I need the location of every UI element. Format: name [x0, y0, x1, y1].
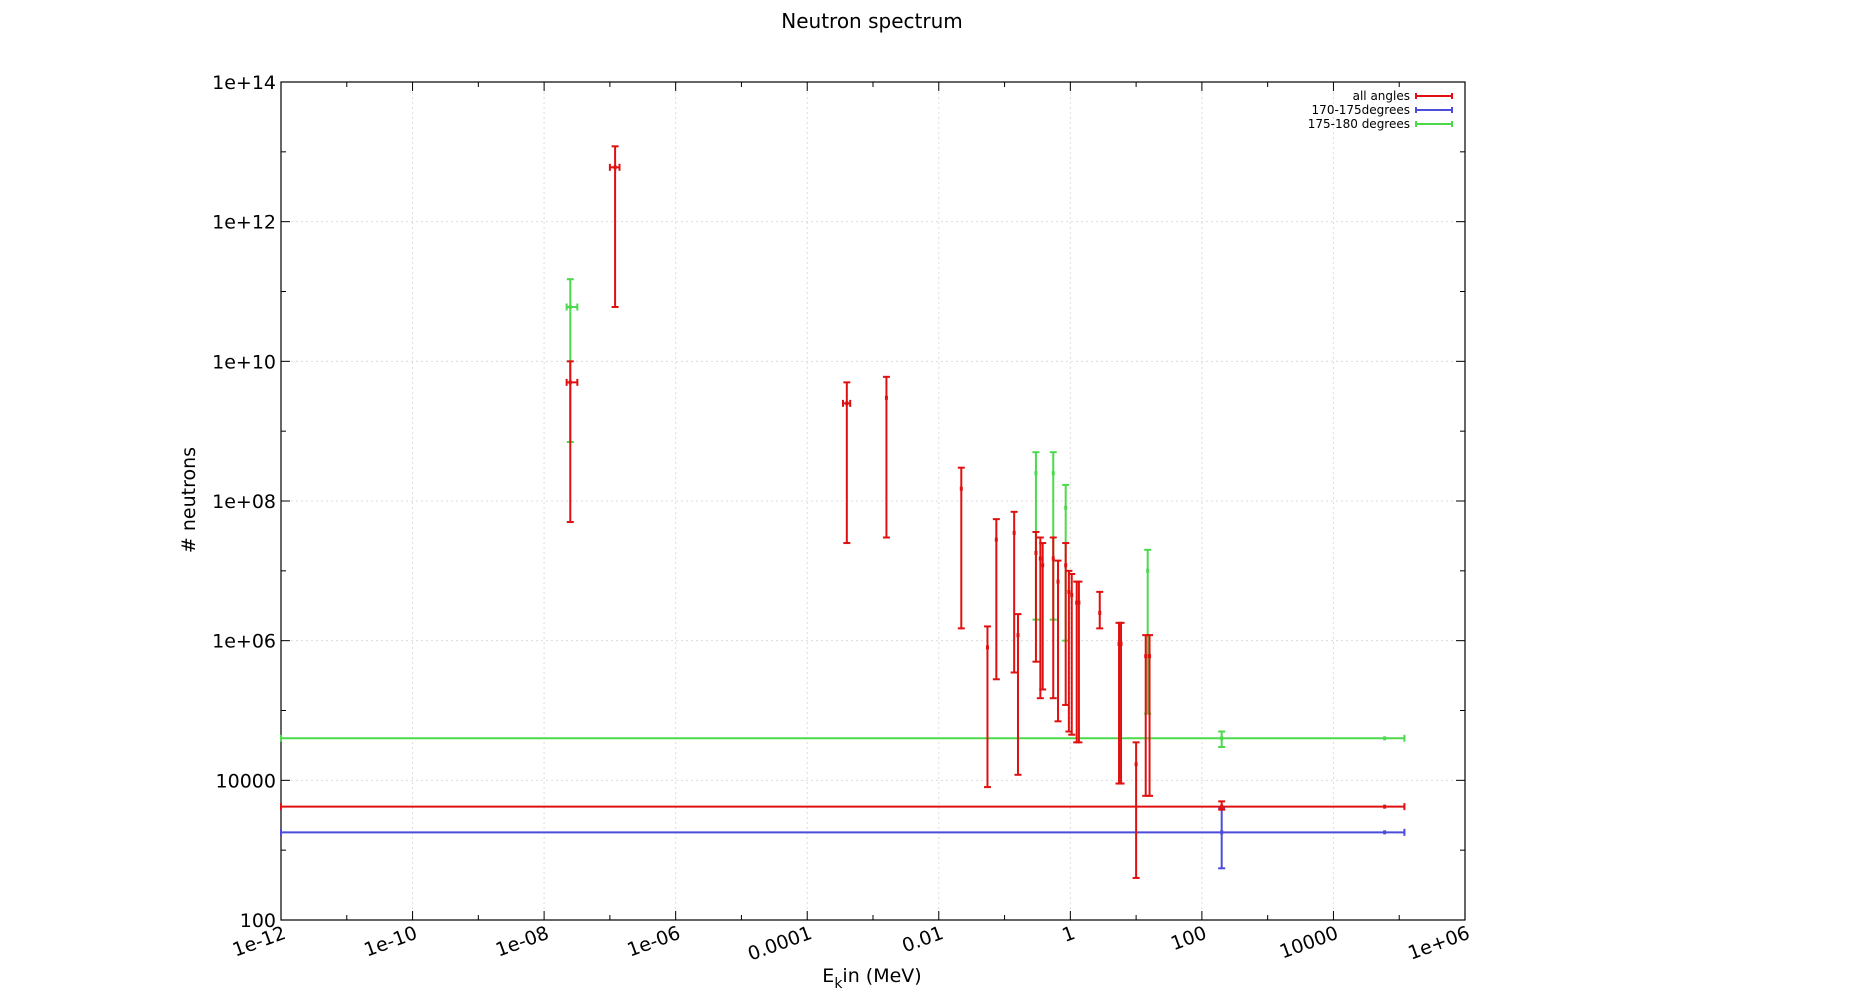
data-point	[565, 360, 579, 524]
y-tick-label: 1e+12	[212, 212, 276, 234]
point-marker	[568, 304, 572, 309]
y-tick-label: 100	[240, 910, 276, 932]
data-point	[1049, 536, 1057, 700]
data-point	[983, 625, 991, 789]
x-tick-label: 1e-06	[624, 922, 683, 961]
x-axis-label-subscript: k	[834, 976, 843, 992]
point-marker	[845, 401, 849, 406]
data-point	[1036, 536, 1044, 700]
x-tick-label: 1e-08	[493, 922, 552, 961]
point-marker	[1051, 471, 1055, 476]
x-axis-label-rest: in (MeV)	[842, 965, 921, 987]
x-tick-label: 0.01	[899, 922, 946, 957]
point-marker	[568, 380, 572, 385]
data-point	[1068, 573, 1076, 736]
point-marker	[1383, 804, 1387, 809]
data-point	[280, 803, 1406, 811]
data-point	[280, 734, 1406, 742]
point-marker	[1383, 830, 1387, 835]
x-axis-label: Ekin (MeV)	[822, 965, 921, 992]
x-axis-label-main: E	[822, 965, 834, 987]
point-marker	[1051, 556, 1055, 561]
x-tick-label: 1e+06	[1405, 922, 1473, 965]
data-point	[1032, 530, 1040, 663]
point-marker	[1064, 505, 1068, 510]
legend-item: 170-175degrees	[1312, 103, 1453, 117]
point-marker	[1134, 762, 1138, 767]
point-marker	[1034, 471, 1038, 476]
legend-label: 175-180 degrees	[1308, 117, 1410, 131]
point-marker	[1070, 593, 1074, 598]
data-point	[280, 828, 1406, 836]
series-170-175degrees	[280, 807, 1406, 870]
point-marker	[1075, 600, 1079, 605]
point-marker	[884, 395, 888, 400]
data-point	[1146, 634, 1154, 797]
chart-title: Neutron spectrum	[781, 9, 962, 33]
grid	[281, 82, 1465, 920]
point-marker	[1146, 568, 1150, 573]
x-tick-label: 1e-10	[361, 922, 420, 961]
point-marker	[1012, 530, 1016, 535]
x-tick-label: 0.0001	[745, 922, 815, 965]
data-point	[957, 466, 965, 630]
point-marker	[613, 165, 617, 170]
data-point	[608, 145, 621, 308]
data-point	[882, 375, 890, 539]
point-marker	[1119, 641, 1123, 646]
point-marker	[1144, 654, 1148, 659]
legend-item: 175-180 degrees	[1308, 117, 1453, 131]
legend-label: 170-175degrees	[1312, 103, 1410, 117]
y-axis-label: # neutrons	[178, 447, 200, 553]
point-marker	[1067, 589, 1071, 594]
y-tick-label: 1e+14	[212, 72, 276, 94]
point-marker	[1038, 556, 1042, 561]
data-point	[1132, 741, 1140, 879]
data-point	[1039, 542, 1047, 691]
point-marker	[1098, 610, 1102, 615]
data-point	[1014, 613, 1022, 776]
x-tick-label: 10000	[1277, 922, 1341, 963]
point-marker	[985, 645, 989, 650]
y-tick-label: 1e+08	[212, 491, 276, 513]
point-marker	[1034, 551, 1038, 556]
data-point	[1065, 569, 1073, 733]
legend-item: all angles	[1353, 89, 1453, 103]
point-marker	[959, 486, 963, 491]
point-marker	[1064, 563, 1068, 568]
point-marker	[1016, 633, 1020, 638]
legend-label: all angles	[1353, 89, 1410, 103]
point-marker	[1077, 600, 1081, 605]
series-all-angles	[280, 145, 1406, 879]
data-point	[1075, 580, 1083, 744]
data-point	[842, 381, 852, 545]
data-point	[1010, 510, 1018, 674]
data-point	[1117, 621, 1125, 785]
data-point	[1054, 559, 1062, 723]
point-marker	[1148, 654, 1152, 659]
data-point	[1218, 807, 1226, 870]
x-tick-label: 1	[1059, 922, 1078, 947]
y-tick-label: 1e+10	[212, 351, 276, 373]
point-marker	[1056, 579, 1060, 584]
point-marker	[1117, 641, 1121, 646]
point-marker	[1383, 736, 1387, 741]
data-point	[992, 518, 1000, 681]
y-tick-label: 1e+06	[212, 631, 276, 653]
data-point	[1096, 590, 1104, 630]
x-tick-label: 100	[1168, 922, 1210, 955]
y-tick-label: 10000	[216, 770, 276, 792]
data-series	[280, 145, 1406, 879]
point-marker	[1041, 563, 1045, 568]
series-175-180-degrees	[280, 278, 1406, 749]
point-marker	[994, 537, 998, 542]
